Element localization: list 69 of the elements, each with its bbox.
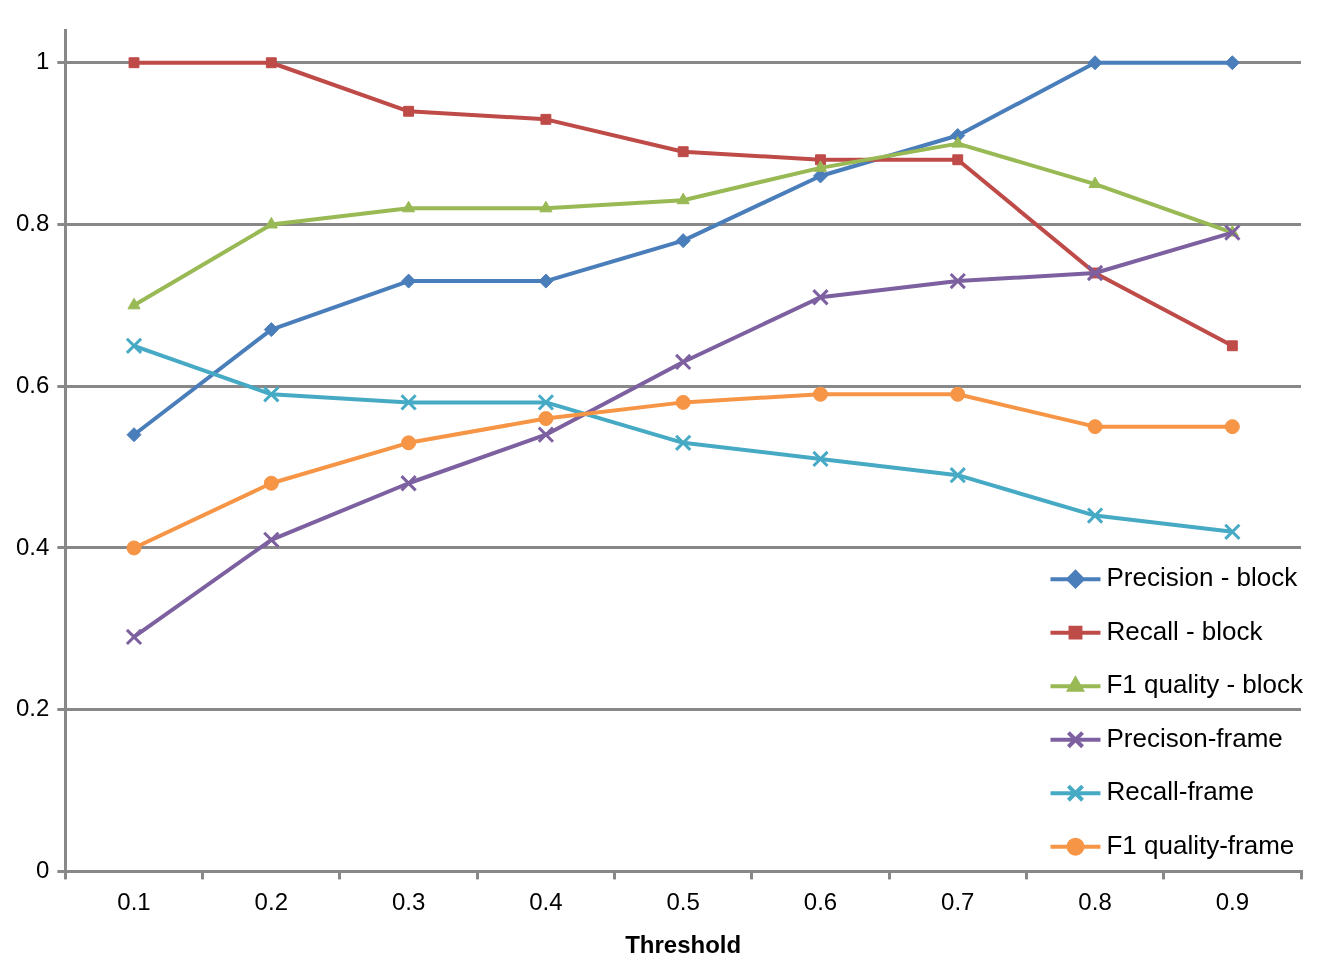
point — [1087, 419, 1103, 435]
point — [538, 411, 554, 427]
y-tick-label: 0.8 — [15, 209, 50, 237]
point — [1223, 223, 1241, 242]
point — [1086, 507, 1104, 525]
x-tick-label: 0.8 — [1078, 888, 1112, 916]
point — [813, 160, 828, 172]
point — [1088, 176, 1102, 189]
point — [262, 531, 280, 549]
point — [949, 272, 967, 290]
point — [674, 353, 692, 371]
point — [1224, 419, 1240, 435]
point — [811, 450, 830, 468]
point — [264, 216, 278, 229]
legend-label: Recall-frame — [1106, 776, 1254, 807]
y-tick-label: 0 — [36, 856, 50, 884]
point — [950, 386, 966, 402]
point — [675, 233, 691, 249]
y-tick-label: 0.6 — [15, 370, 50, 398]
point — [126, 427, 142, 443]
point — [401, 435, 417, 451]
legend-label: Precison-frame — [1106, 722, 1283, 753]
x-tick-label: 0.5 — [666, 888, 700, 916]
point — [402, 200, 416, 213]
point — [811, 288, 830, 306]
point — [400, 393, 418, 411]
point — [538, 273, 554, 289]
point — [403, 105, 415, 117]
legend-label: Recall - block — [1106, 615, 1264, 646]
point — [263, 322, 279, 338]
point — [675, 394, 691, 410]
point — [263, 475, 279, 491]
legend-label: Precision - block — [1106, 562, 1299, 593]
point — [128, 57, 140, 69]
point — [126, 540, 142, 556]
point — [262, 385, 280, 403]
x-tick-label: 0.1 — [117, 888, 151, 916]
point — [1224, 55, 1240, 71]
point — [951, 136, 965, 148]
y-tick-label: 1 — [36, 47, 50, 75]
point — [1226, 340, 1238, 352]
point — [952, 154, 964, 166]
point — [539, 200, 553, 213]
point — [1087, 55, 1103, 71]
x-axis-title: Threshold — [625, 931, 742, 959]
point — [1223, 523, 1241, 541]
point — [265, 57, 277, 69]
point — [540, 113, 552, 125]
x-tick-label: 0.6 — [803, 888, 838, 916]
point — [400, 474, 418, 492]
x-tick-label: 0.2 — [254, 888, 288, 916]
legend-label: F1 quality - block — [1106, 669, 1304, 700]
x-tick-label: 0.4 — [529, 888, 563, 916]
point — [677, 146, 689, 158]
point — [125, 628, 143, 646]
y-tick-label: 0.2 — [15, 694, 50, 722]
x-tick-label: 0.7 — [941, 888, 975, 916]
point — [127, 297, 141, 310]
point — [125, 337, 143, 355]
x-tick-label: 0.3 — [391, 888, 426, 916]
point — [812, 386, 828, 402]
point — [676, 192, 690, 205]
x-tick-label: 0.9 — [1215, 888, 1250, 916]
point — [949, 466, 967, 484]
point — [674, 434, 692, 452]
y-tick-label: 0.4 — [15, 532, 50, 560]
point — [537, 393, 555, 411]
point — [537, 426, 555, 444]
legend-label: F1 quality-frame — [1106, 829, 1295, 860]
